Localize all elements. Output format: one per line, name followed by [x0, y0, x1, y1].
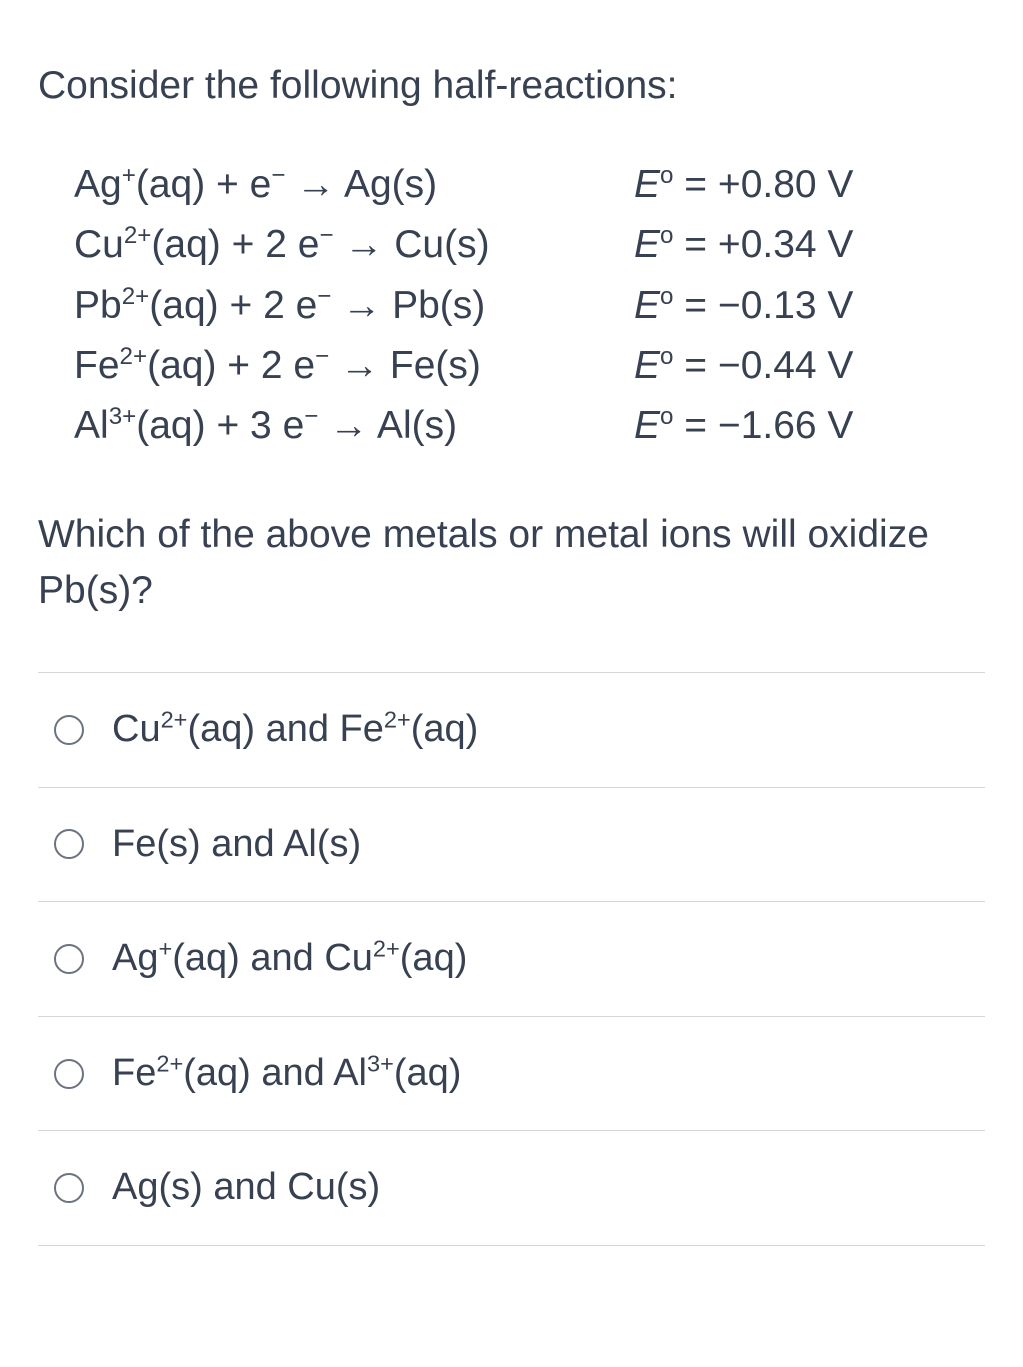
answer-option[interactable]: Ag+(aq) and Cu2+(aq) — [38, 902, 985, 1017]
reaction-equation: Pb2+(aq) + 2 e− → Pb(s) — [74, 276, 634, 336]
question-text: Which of the above metals or metal ions … — [38, 507, 985, 620]
reaction-potential: Eo = +0.34 V — [634, 215, 985, 275]
reaction-potential: Eo = +0.80 V — [634, 155, 985, 215]
reactions-table: Ag+(aq) + e− → Ag(s)Eo = +0.80 VCu2+(aq)… — [38, 155, 985, 457]
reaction-equation: Cu2+(aq) + 2 e− → Cu(s) — [74, 215, 634, 275]
answer-option[interactable]: Fe(s) and Al(s) — [38, 788, 985, 903]
reaction-row: Fe2+(aq) + 2 e− → Fe(s)Eo = −0.44 V — [74, 336, 985, 396]
reaction-row: Pb2+(aq) + 2 e− → Pb(s)Eo = −0.13 V — [74, 276, 985, 336]
question-container: Consider the following half-reactions: A… — [0, 0, 1023, 1286]
reaction-equation: Ag+(aq) + e− → Ag(s) — [74, 155, 634, 215]
radio-button[interactable] — [54, 829, 84, 859]
option-label: Ag(s) and Cu(s) — [112, 1165, 380, 1211]
radio-button[interactable] — [54, 1173, 84, 1203]
radio-button[interactable] — [54, 715, 84, 745]
radio-button[interactable] — [54, 1059, 84, 1089]
answer-option[interactable]: Cu2+(aq) and Fe2+(aq) — [38, 673, 985, 788]
reaction-equation: Al3+(aq) + 3 e− → Al(s) — [74, 396, 634, 456]
reaction-row: Ag+(aq) + e− → Ag(s)Eo = +0.80 V — [74, 155, 985, 215]
reaction-potential: Eo = −0.44 V — [634, 336, 985, 396]
options-list: Cu2+(aq) and Fe2+(aq) Fe(s) and Al(s) Ag+(… — [38, 672, 985, 1246]
reaction-row: Al3+(aq) + 3 e− → Al(s)Eo = −1.66 V — [74, 396, 985, 456]
radio-button[interactable] — [54, 944, 84, 974]
reaction-equation: Fe2+(aq) + 2 e− → Fe(s) — [74, 336, 634, 396]
option-label: Ag+(aq) and Cu2+(aq) — [112, 936, 467, 982]
reaction-row: Cu2+(aq) + 2 e− → Cu(s)Eo = +0.34 V — [74, 215, 985, 275]
option-label: Fe(s) and Al(s) — [112, 822, 361, 868]
prompt-text: Consider the following half-reactions: — [38, 60, 985, 113]
option-label: Cu2+(aq) and Fe2+(aq) — [112, 707, 478, 753]
option-label: Fe2+(aq) and Al3+(aq) — [112, 1051, 461, 1097]
reaction-potential: Eo = −0.13 V — [634, 276, 985, 336]
answer-option[interactable]: Ag(s) and Cu(s) — [38, 1131, 985, 1246]
reaction-potential: Eo = −1.66 V — [634, 396, 985, 456]
answer-option[interactable]: Fe2+(aq) and Al3+(aq) — [38, 1017, 985, 1132]
